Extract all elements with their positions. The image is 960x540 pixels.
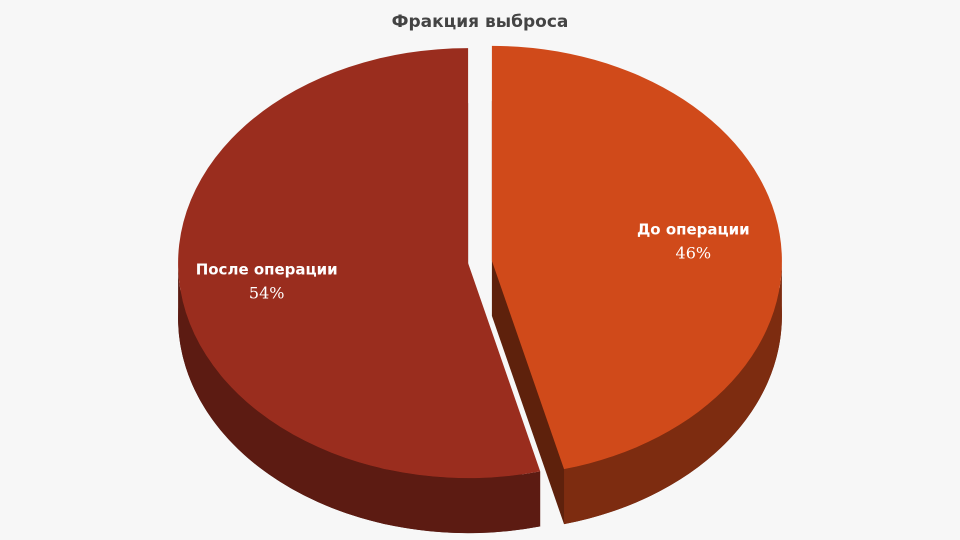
slice <box>491 45 782 470</box>
value-label: 54% <box>249 283 285 302</box>
slice-side <box>564 260 782 525</box>
value-label: 46% <box>676 244 712 263</box>
slice-side <box>178 263 541 534</box>
chart-title: Фракция выброса <box>392 12 569 32</box>
slice-label: После операции <box>196 260 338 278</box>
slice-label: До операции <box>637 221 750 239</box>
slice <box>178 48 541 479</box>
